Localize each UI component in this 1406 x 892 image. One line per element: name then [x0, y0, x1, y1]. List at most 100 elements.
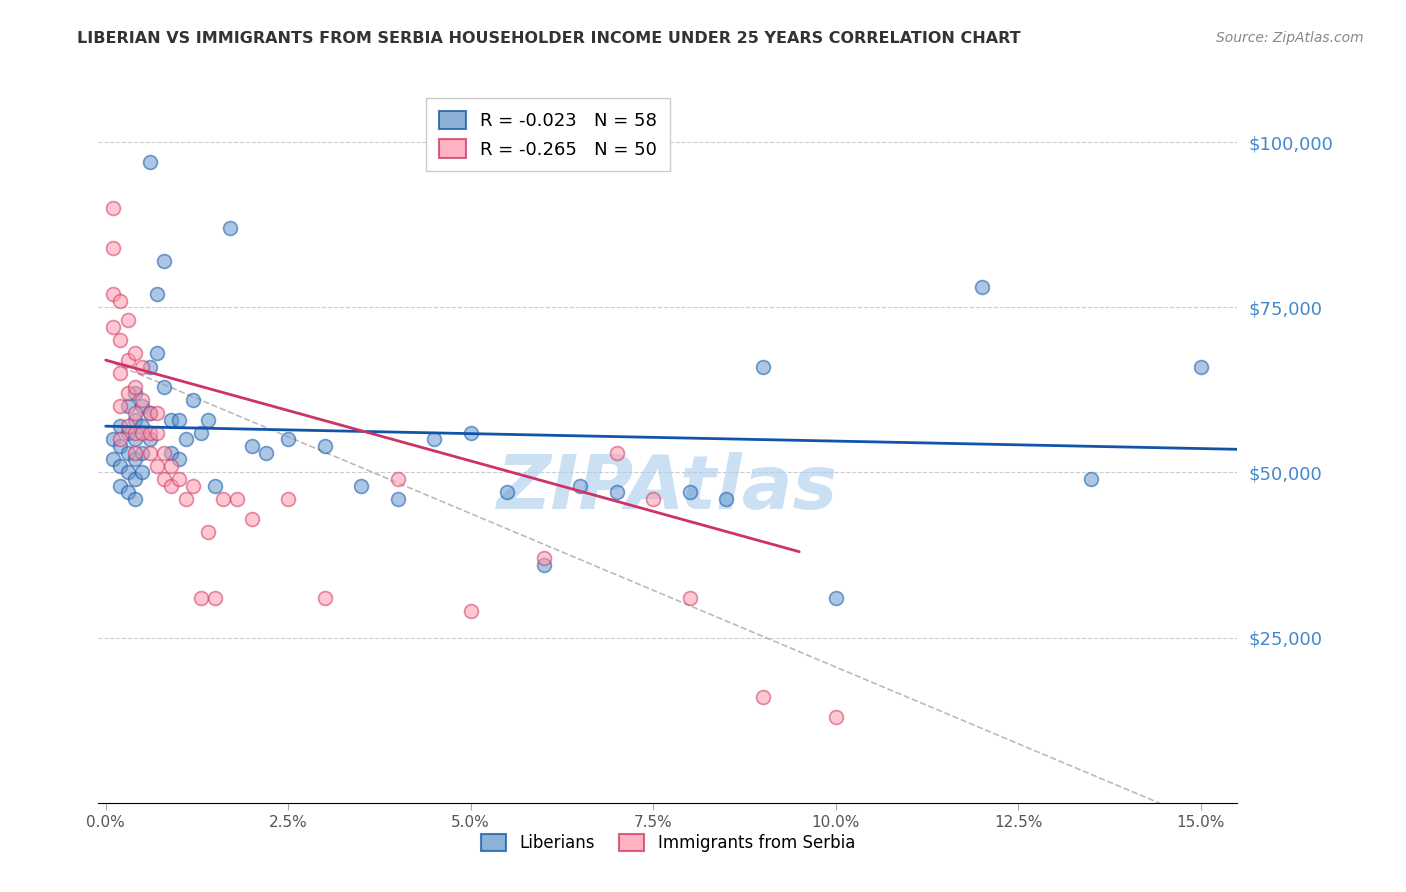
- Point: [110, 419, 132, 434]
- Point: [167, 472, 190, 486]
- Point: [533, 558, 555, 572]
- Point: [160, 458, 183, 473]
- Point: [124, 379, 146, 393]
- Point: [533, 551, 555, 566]
- Point: [138, 445, 160, 459]
- Point: [153, 472, 176, 486]
- Point: [117, 313, 139, 327]
- Point: [117, 485, 139, 500]
- Point: [350, 478, 373, 492]
- Point: [1189, 359, 1212, 374]
- Point: [277, 491, 299, 506]
- Point: [124, 406, 146, 420]
- Point: [226, 491, 249, 506]
- Point: [146, 425, 169, 440]
- Point: [117, 425, 139, 440]
- Point: [131, 419, 153, 434]
- Point: [423, 433, 446, 447]
- Point: [606, 485, 628, 500]
- Point: [124, 412, 146, 426]
- Point: [211, 491, 233, 506]
- Point: [101, 241, 124, 255]
- Point: [174, 491, 197, 506]
- Point: [131, 392, 153, 407]
- Point: [101, 452, 124, 467]
- Point: [124, 472, 146, 486]
- Point: [131, 466, 153, 480]
- Point: [190, 425, 212, 440]
- Point: [824, 710, 846, 724]
- Point: [131, 400, 153, 414]
- Point: [197, 412, 219, 426]
- Point: [117, 400, 139, 414]
- Point: [160, 412, 183, 426]
- Point: [124, 425, 146, 440]
- Point: [174, 433, 197, 447]
- Point: [204, 478, 226, 492]
- Point: [254, 445, 277, 459]
- Point: [153, 254, 176, 268]
- Point: [752, 359, 775, 374]
- Point: [110, 478, 132, 492]
- Point: [117, 386, 139, 401]
- Point: [153, 445, 176, 459]
- Point: [160, 445, 183, 459]
- Point: [970, 280, 993, 294]
- Point: [153, 379, 176, 393]
- Point: [131, 445, 153, 459]
- Point: [643, 491, 665, 506]
- Point: [183, 478, 205, 492]
- Point: [679, 591, 702, 605]
- Point: [460, 604, 482, 618]
- Point: [752, 690, 775, 704]
- Point: [460, 425, 482, 440]
- Point: [110, 293, 132, 308]
- Point: [138, 425, 160, 440]
- Point: [138, 406, 160, 420]
- Point: [117, 353, 139, 368]
- Point: [387, 491, 409, 506]
- Point: [138, 154, 160, 169]
- Point: [679, 485, 702, 500]
- Point: [124, 346, 146, 360]
- Point: [183, 392, 205, 407]
- Point: [716, 491, 738, 506]
- Point: [167, 452, 190, 467]
- Text: Source: ZipAtlas.com: Source: ZipAtlas.com: [1216, 31, 1364, 45]
- Point: [190, 591, 212, 605]
- Legend: Liberians, Immigrants from Serbia: Liberians, Immigrants from Serbia: [474, 827, 862, 859]
- Point: [124, 433, 146, 447]
- Point: [117, 445, 139, 459]
- Point: [117, 419, 139, 434]
- Point: [146, 458, 169, 473]
- Point: [110, 333, 132, 347]
- Point: [110, 367, 132, 381]
- Point: [146, 406, 169, 420]
- Point: [197, 524, 219, 539]
- Point: [110, 433, 132, 447]
- Point: [124, 491, 146, 506]
- Point: [138, 433, 160, 447]
- Point: [131, 359, 153, 374]
- Point: [138, 359, 160, 374]
- Point: [110, 400, 132, 414]
- Point: [387, 472, 409, 486]
- Point: [314, 439, 336, 453]
- Point: [569, 478, 592, 492]
- Point: [124, 445, 146, 459]
- Point: [101, 433, 124, 447]
- Point: [277, 433, 299, 447]
- Point: [824, 591, 846, 605]
- Point: [146, 287, 169, 301]
- Point: [138, 406, 160, 420]
- Point: [117, 466, 139, 480]
- Point: [218, 221, 240, 235]
- Point: [1080, 472, 1102, 486]
- Point: [496, 485, 519, 500]
- Point: [110, 458, 132, 473]
- Point: [204, 591, 226, 605]
- Point: [240, 439, 263, 453]
- Point: [146, 346, 169, 360]
- Point: [101, 320, 124, 334]
- Point: [124, 386, 146, 401]
